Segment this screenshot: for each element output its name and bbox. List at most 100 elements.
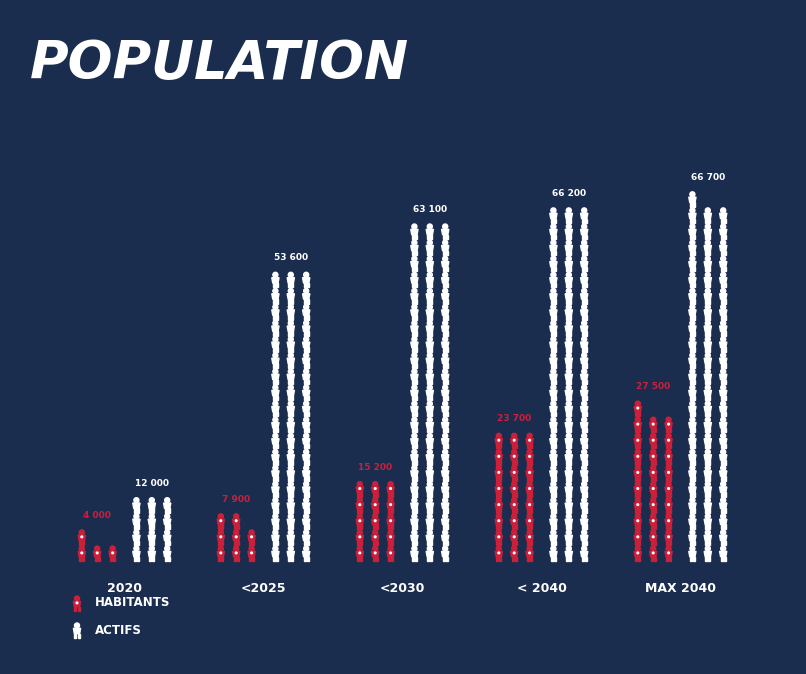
Polygon shape — [289, 541, 290, 545]
Polygon shape — [272, 278, 279, 283]
Polygon shape — [720, 423, 727, 428]
Polygon shape — [704, 213, 712, 218]
Circle shape — [692, 214, 693, 216]
Polygon shape — [272, 310, 279, 315]
Circle shape — [705, 240, 710, 245]
Polygon shape — [527, 508, 529, 513]
Polygon shape — [276, 396, 278, 400]
Circle shape — [567, 401, 571, 406]
Circle shape — [275, 278, 276, 280]
Circle shape — [275, 359, 276, 361]
Polygon shape — [430, 251, 432, 255]
Circle shape — [513, 552, 515, 554]
Polygon shape — [304, 379, 305, 384]
Polygon shape — [357, 508, 359, 513]
Polygon shape — [496, 444, 498, 448]
Polygon shape — [550, 358, 557, 363]
Circle shape — [413, 246, 415, 248]
Polygon shape — [550, 492, 553, 497]
Polygon shape — [708, 379, 710, 384]
Circle shape — [550, 466, 556, 470]
Polygon shape — [635, 428, 638, 432]
Polygon shape — [654, 460, 656, 464]
Polygon shape — [690, 412, 692, 417]
Polygon shape — [580, 519, 588, 524]
Polygon shape — [554, 460, 556, 464]
Polygon shape — [515, 524, 517, 529]
Polygon shape — [720, 245, 727, 251]
Polygon shape — [307, 428, 309, 432]
Circle shape — [429, 343, 430, 344]
Polygon shape — [530, 460, 532, 464]
Polygon shape — [526, 503, 534, 508]
Circle shape — [550, 321, 556, 326]
Circle shape — [584, 536, 585, 538]
Polygon shape — [496, 476, 498, 481]
Polygon shape — [654, 524, 656, 529]
Polygon shape — [73, 601, 81, 607]
Polygon shape — [554, 428, 556, 432]
Circle shape — [290, 375, 292, 377]
Polygon shape — [442, 358, 449, 363]
Circle shape — [721, 224, 725, 229]
Polygon shape — [446, 331, 447, 336]
Polygon shape — [79, 557, 81, 561]
Polygon shape — [415, 541, 417, 545]
Polygon shape — [554, 508, 556, 513]
Polygon shape — [430, 412, 432, 417]
Polygon shape — [291, 315, 293, 319]
Circle shape — [374, 536, 376, 538]
Polygon shape — [412, 283, 413, 287]
Polygon shape — [708, 476, 710, 481]
Circle shape — [275, 520, 276, 522]
Polygon shape — [415, 315, 417, 319]
Circle shape — [273, 321, 278, 326]
Polygon shape — [291, 299, 293, 303]
Circle shape — [134, 530, 139, 535]
Circle shape — [721, 433, 725, 438]
Circle shape — [667, 503, 670, 506]
Polygon shape — [287, 519, 294, 524]
Polygon shape — [634, 519, 642, 524]
Polygon shape — [689, 439, 696, 444]
Circle shape — [74, 623, 80, 628]
Polygon shape — [708, 267, 710, 272]
Polygon shape — [289, 444, 290, 448]
Circle shape — [707, 536, 708, 538]
Polygon shape — [720, 535, 727, 541]
Polygon shape — [287, 310, 294, 315]
Polygon shape — [585, 557, 587, 561]
Polygon shape — [724, 460, 725, 464]
Polygon shape — [565, 439, 572, 444]
Circle shape — [666, 482, 671, 487]
Polygon shape — [724, 396, 725, 400]
Polygon shape — [412, 524, 413, 529]
Polygon shape — [693, 557, 695, 561]
Circle shape — [529, 472, 530, 473]
Polygon shape — [690, 476, 692, 481]
Polygon shape — [415, 557, 417, 561]
Circle shape — [692, 423, 693, 425]
Circle shape — [722, 552, 724, 554]
Circle shape — [553, 472, 555, 473]
Circle shape — [427, 224, 432, 229]
Polygon shape — [580, 439, 588, 444]
Circle shape — [635, 482, 640, 487]
Circle shape — [81, 536, 83, 538]
Circle shape — [567, 417, 571, 422]
Circle shape — [135, 520, 137, 522]
Polygon shape — [495, 535, 502, 541]
Polygon shape — [495, 439, 502, 444]
Circle shape — [553, 375, 555, 377]
Polygon shape — [582, 331, 584, 336]
Polygon shape — [415, 524, 417, 529]
Circle shape — [412, 369, 417, 374]
Circle shape — [149, 530, 154, 535]
Circle shape — [412, 272, 417, 277]
Circle shape — [359, 552, 360, 554]
Polygon shape — [724, 524, 725, 529]
Polygon shape — [512, 524, 513, 529]
Polygon shape — [302, 535, 310, 541]
Polygon shape — [582, 492, 584, 497]
Polygon shape — [526, 487, 534, 492]
